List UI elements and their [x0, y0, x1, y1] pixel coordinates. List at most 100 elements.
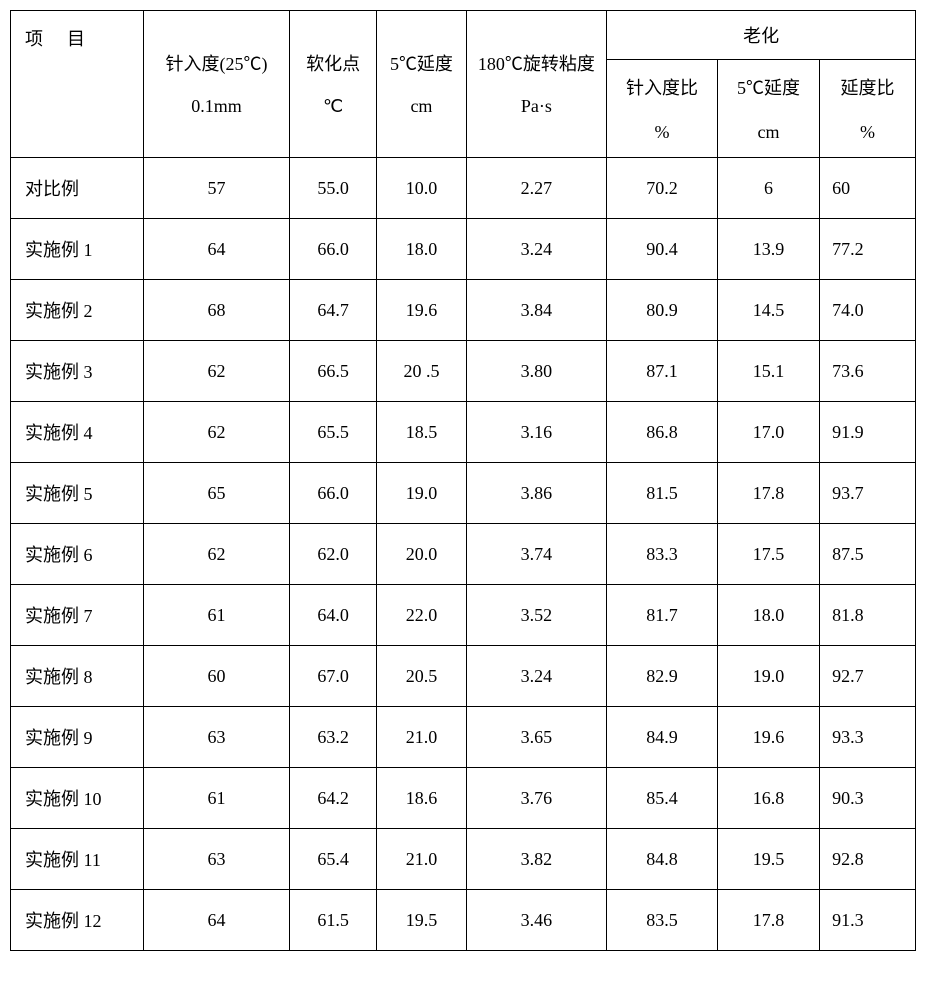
cell-viscosity: 3.24	[466, 646, 607, 707]
cell-softening: 62.0	[289, 524, 376, 585]
cell-aging-duct: 15.1	[717, 341, 819, 402]
cell-softening: 66.0	[289, 219, 376, 280]
cell-ductility: 19.6	[377, 280, 466, 341]
cell-name: 实施例 4	[11, 402, 144, 463]
header-viscosity-l1: 180℃旋转粘度	[467, 38, 607, 96]
cell-aging-ratio: 74.0	[820, 280, 916, 341]
cell-ductility: 10.0	[377, 158, 466, 219]
table-row: 对比例5755.010.02.2770.2660	[11, 158, 916, 219]
cell-aging-duct: 19.6	[717, 707, 819, 768]
cell-viscosity: 3.82	[466, 829, 607, 890]
cell-softening: 64.7	[289, 280, 376, 341]
cell-aging-ratio: 93.7	[820, 463, 916, 524]
cell-ductility: 18.6	[377, 768, 466, 829]
header-softening-l2: ℃	[290, 96, 376, 131]
cell-name: 实施例 1	[11, 219, 144, 280]
cell-aging-duct: 17.8	[717, 890, 819, 951]
data-table: 项目 针入度(25℃) 0.1mm 软化点 ℃ 5℃延度 cm 180℃旋转粘度…	[10, 10, 916, 951]
table-row: 实施例 106164.218.63.7685.416.890.3	[11, 768, 916, 829]
cell-aging-pen: 70.2	[607, 158, 718, 219]
cell-penetration: 62	[144, 524, 290, 585]
header-aging-ratio-l2: %	[820, 122, 915, 157]
header-penetration-l1: 针入度(25℃)	[144, 38, 289, 96]
cell-aging-ratio: 60	[820, 158, 916, 219]
cell-penetration: 62	[144, 402, 290, 463]
cell-penetration: 63	[144, 829, 290, 890]
cell-viscosity: 3.24	[466, 219, 607, 280]
header-aging-ratio-l1: 延度比	[820, 60, 915, 122]
header-viscosity: 180℃旋转粘度 Pa·s	[466, 11, 607, 158]
cell-aging-ratio: 91.9	[820, 402, 916, 463]
cell-aging-pen: 83.3	[607, 524, 718, 585]
cell-aging-pen: 85.4	[607, 768, 718, 829]
cell-penetration: 64	[144, 890, 290, 951]
header-ductility: 5℃延度 cm	[377, 11, 466, 158]
cell-ductility: 19.5	[377, 890, 466, 951]
cell-penetration: 60	[144, 646, 290, 707]
cell-viscosity: 2.27	[466, 158, 607, 219]
cell-softening: 66.0	[289, 463, 376, 524]
table-row: 实施例 46265.518.53.1686.817.091.9	[11, 402, 916, 463]
cell-aging-duct: 19.0	[717, 646, 819, 707]
header-aging-duct: 5℃延度 cm	[717, 60, 819, 158]
cell-aging-pen: 87.1	[607, 341, 718, 402]
cell-ductility: 21.0	[377, 707, 466, 768]
cell-name: 实施例 6	[11, 524, 144, 585]
cell-softening: 64.2	[289, 768, 376, 829]
cell-aging-ratio: 92.8	[820, 829, 916, 890]
cell-aging-duct: 18.0	[717, 585, 819, 646]
cell-aging-ratio: 77.2	[820, 219, 916, 280]
cell-aging-ratio: 90.3	[820, 768, 916, 829]
header-softening: 软化点 ℃	[289, 11, 376, 158]
cell-name: 实施例 10	[11, 768, 144, 829]
cell-viscosity: 3.84	[466, 280, 607, 341]
cell-penetration: 64	[144, 219, 290, 280]
cell-aging-ratio: 73.6	[820, 341, 916, 402]
header-aging: 老化	[607, 11, 916, 60]
header-aging-pen-l2: %	[607, 122, 717, 157]
cell-softening: 65.4	[289, 829, 376, 890]
header-aging-duct-l1: 5℃延度	[718, 60, 819, 122]
cell-aging-pen: 83.5	[607, 890, 718, 951]
cell-name: 实施例 7	[11, 585, 144, 646]
cell-aging-ratio: 92.7	[820, 646, 916, 707]
cell-aging-duct: 17.0	[717, 402, 819, 463]
cell-penetration: 63	[144, 707, 290, 768]
header-softening-l1: 软化点	[290, 38, 376, 96]
cell-penetration: 61	[144, 585, 290, 646]
header-penetration-l2: 0.1mm	[144, 96, 289, 131]
cell-aging-ratio: 87.5	[820, 524, 916, 585]
cell-ductility: 18.0	[377, 219, 466, 280]
table-row: 实施例 26864.719.63.8480.914.574.0	[11, 280, 916, 341]
cell-viscosity: 3.80	[466, 341, 607, 402]
cell-aging-duct: 13.9	[717, 219, 819, 280]
table-row: 实施例 86067.020.53.2482.919.092.7	[11, 646, 916, 707]
cell-penetration: 61	[144, 768, 290, 829]
table-row: 实施例 56566.019.03.8681.517.893.7	[11, 463, 916, 524]
cell-viscosity: 3.76	[466, 768, 607, 829]
cell-name: 实施例 8	[11, 646, 144, 707]
cell-aging-duct: 16.8	[717, 768, 819, 829]
cell-aging-pen: 84.8	[607, 829, 718, 890]
table-row: 实施例 126461.519.53.4683.517.891.3	[11, 890, 916, 951]
cell-softening: 55.0	[289, 158, 376, 219]
cell-aging-pen: 81.7	[607, 585, 718, 646]
cell-aging-ratio: 93.3	[820, 707, 916, 768]
cell-name: 对比例	[11, 158, 144, 219]
cell-penetration: 62	[144, 341, 290, 402]
header-aging-ratio: 延度比 %	[820, 60, 916, 158]
cell-penetration: 57	[144, 158, 290, 219]
cell-name: 实施例 12	[11, 890, 144, 951]
cell-name: 实施例 11	[11, 829, 144, 890]
cell-name: 实施例 3	[11, 341, 144, 402]
cell-viscosity: 3.65	[466, 707, 607, 768]
table-row: 实施例 66262.020.03.7483.317.587.5	[11, 524, 916, 585]
header-row-1: 项目 针入度(25℃) 0.1mm 软化点 ℃ 5℃延度 cm 180℃旋转粘度…	[11, 11, 916, 60]
table-row: 实施例 36266.520 .53.8087.115.173.6	[11, 341, 916, 402]
cell-name: 实施例 5	[11, 463, 144, 524]
cell-softening: 66.5	[289, 341, 376, 402]
cell-softening: 65.5	[289, 402, 376, 463]
header-ductility-l2: cm	[377, 96, 465, 131]
cell-ductility: 20.0	[377, 524, 466, 585]
cell-ductility: 21.0	[377, 829, 466, 890]
